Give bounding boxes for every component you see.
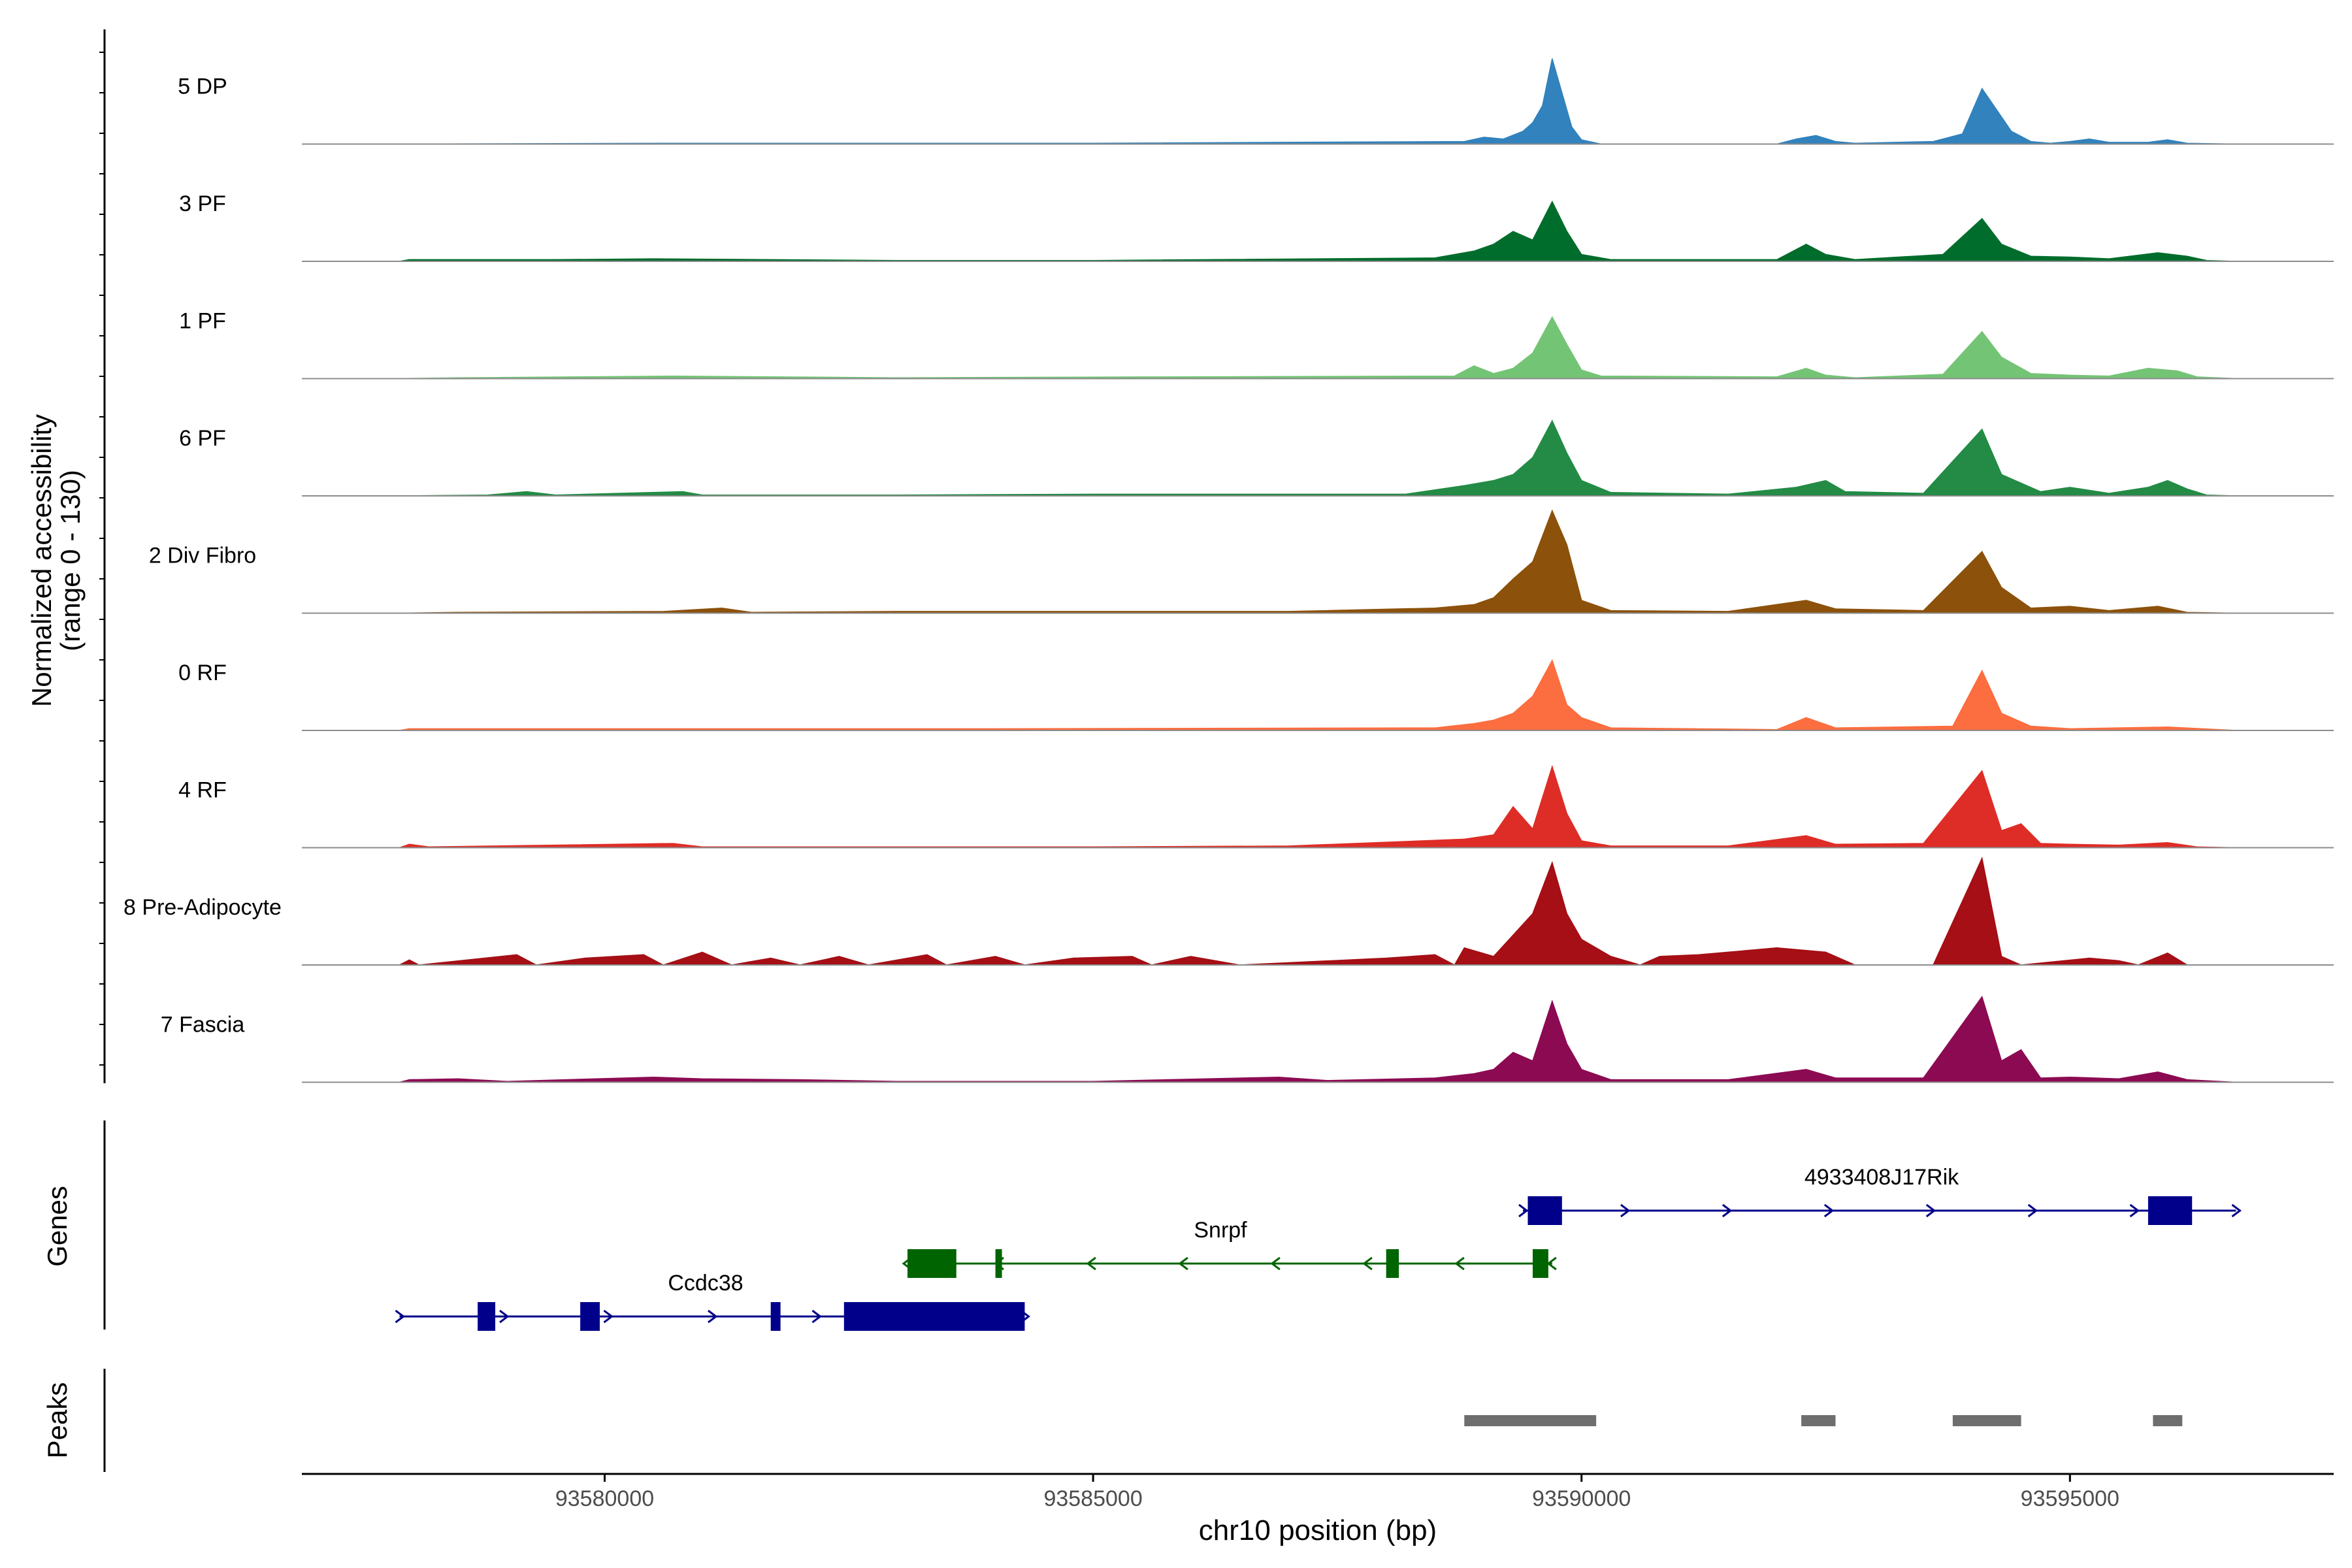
track-4-rf: 4 RF [178, 764, 2334, 849]
peak-region [1801, 1415, 1836, 1426]
strand-arrow [811, 1309, 822, 1324]
track-signal-area [399, 764, 2236, 849]
track-1-pf: 1 PF [179, 309, 2334, 380]
gene-label: 4933408J17Rik [1805, 1165, 1959, 1190]
gene-exon [995, 1249, 1002, 1278]
strand-arrow [1362, 1256, 1373, 1271]
x-axis-ticks: 93580000 93585000 93590000 93595000 [555, 1474, 2119, 1511]
peaks-track [1464, 1415, 2183, 1426]
track-0-rf: 0 RF [178, 659, 2334, 731]
peak-region [1464, 1415, 1597, 1426]
strand-arrow [1823, 1203, 1835, 1218]
track-signal-area [399, 200, 2236, 262]
coverage-y-axis [99, 29, 106, 1083]
strand-arrow [1178, 1256, 1188, 1271]
track-label: 3 PF [179, 191, 226, 216]
x-axis-title: chr10 position (bp) [1199, 1514, 1437, 1546]
strand-arrow [2027, 1203, 2038, 1218]
gene-exon [770, 1302, 781, 1331]
coverage-tracks: 5 DP 3 PF 1 PF 6 PF 2 Div Fibro 0 RF 4 RF 8 Pre… [123, 58, 2334, 1083]
strand-arrow [1086, 1256, 1096, 1271]
track-label: 5 DP [178, 74, 227, 99]
strand-arrow [395, 1309, 406, 1324]
strand-arrow [499, 1309, 510, 1324]
track-label: 7 Fascia [161, 1013, 245, 1037]
gene-4933408j17rik: 4933408J17Rik [1518, 1165, 2242, 1225]
track-label: 6 PF [179, 426, 226, 451]
strand-arrow [603, 1309, 613, 1324]
track-5-dp: 5 DP [178, 58, 2334, 145]
x-tick-label: 93590000 [1532, 1486, 1631, 1511]
track-2-div-fibro: 2 Div Fibro [149, 509, 2334, 614]
coverage-y-ticks [99, 52, 105, 1066]
strand-arrow [1518, 1203, 1529, 1218]
track-label: 8 Pre-Adipocyte [123, 895, 282, 920]
strand-arrow [1454, 1256, 1465, 1271]
track-8-pre-adipocyte: 8 Pre-Adipocyte [123, 857, 2334, 966]
strand-arrow [1620, 1203, 1631, 1218]
track-signal-area [399, 58, 2236, 145]
x-tick-label: 93580000 [555, 1486, 654, 1511]
gene-exon [1532, 1249, 1548, 1278]
track-signal-area [399, 996, 2236, 1083]
gene-exon [1527, 1196, 1562, 1225]
gene-annotation-track: Ccdc38 Snrpf 4933408J17Rik [395, 1165, 2242, 1331]
gene-label: Ccdc38 [668, 1271, 743, 1296]
track-7-fascia: 7 Fascia [161, 996, 2334, 1083]
strand-arrow [2231, 1203, 2242, 1218]
gene-snrpf: Snrpf [902, 1218, 1557, 1278]
x-tick-label: 93595000 [2021, 1486, 2119, 1511]
track-6-pf: 6 PF [179, 419, 2334, 497]
gene-exon [907, 1249, 956, 1278]
track-signal-area [399, 316, 2236, 380]
track-signal-area [399, 659, 2236, 731]
gene-exon [1386, 1249, 1399, 1278]
gene-exon [843, 1302, 1025, 1331]
gene-exon [2148, 1196, 2193, 1225]
gene-exon [580, 1302, 600, 1331]
track-label: 4 RF [178, 778, 227, 803]
gene-exon [478, 1302, 496, 1331]
strand-arrow [2129, 1203, 2140, 1218]
coverage-y-axis-title: Normalized accessibility [26, 414, 57, 707]
x-axis: 93580000 93585000 93590000 93595000 [302, 1473, 2334, 1511]
peaks-panel-title: Peaks [42, 1382, 73, 1459]
track-signal-area [399, 419, 2236, 497]
track-label: 0 RF [178, 661, 227, 685]
peak-region [1952, 1415, 2021, 1426]
strand-arrow [708, 1309, 718, 1324]
strand-arrow [1722, 1203, 1733, 1218]
coverage-y-axis-range: (range 0 - 130) [55, 470, 86, 651]
track-3-pf: 3 PF [179, 191, 2334, 262]
track-signal-area [399, 509, 2236, 614]
x-tick-label: 93585000 [1043, 1486, 1142, 1511]
track-label: 1 PF [179, 309, 226, 334]
gene-label: Snrpf [1194, 1218, 1247, 1243]
genes-panel-title: Genes [42, 1186, 73, 1267]
track-label: 2 Div Fibro [149, 544, 256, 568]
strand-arrow [1925, 1203, 1936, 1218]
peak-region [2153, 1415, 2183, 1426]
strand-arrow [1270, 1256, 1281, 1271]
gene-ccdc38: Ccdc38 [395, 1271, 1030, 1331]
